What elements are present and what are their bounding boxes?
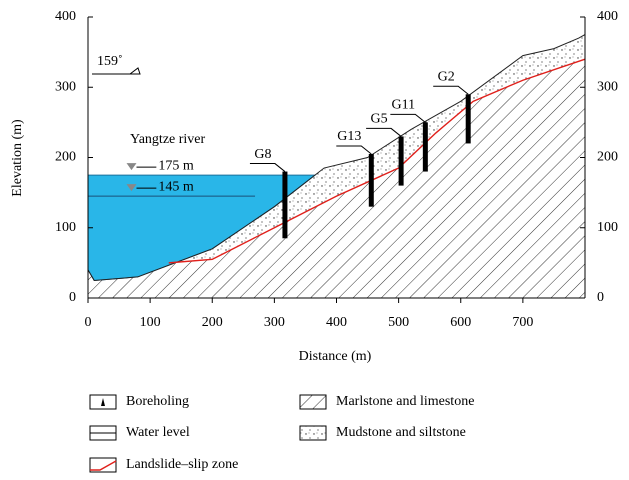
x-tick-label: 500 [388, 315, 409, 330]
y-tick-label: 0 [69, 290, 76, 305]
borehole [368, 153, 374, 207]
borehole-label: G11 [392, 98, 416, 113]
water-level-label: 145 m [158, 179, 194, 194]
direction-label: 159˚ [97, 54, 123, 69]
water-marker [126, 163, 137, 171]
borehole-leader [366, 127, 402, 137]
water-level-label: 175 m [158, 158, 194, 173]
x-tick-label: 200 [202, 315, 223, 330]
x-tick-label: 700 [512, 315, 533, 330]
borehole [465, 94, 471, 144]
borehole-leader [336, 145, 372, 155]
borehole-label: G2 [438, 69, 455, 84]
borehole [422, 122, 428, 172]
y2-tick-label: 0 [597, 290, 604, 305]
surface-line [87, 34, 586, 281]
y-tick-label: 300 [55, 79, 76, 94]
legend-icon [90, 460, 117, 471]
borehole-leader [390, 113, 426, 123]
y2-tick-label: 300 [597, 79, 618, 94]
legend-label: Boreholing [126, 394, 189, 409]
y-tick-label: 100 [55, 220, 76, 235]
legend-label: Mudstone and siltstone [336, 425, 466, 440]
y-tick-label: 200 [55, 150, 76, 165]
river-label: Yangtze river [130, 132, 206, 147]
borehole-leader [249, 163, 286, 172]
y2-tick-label: 200 [597, 150, 618, 165]
water-marker [126, 184, 137, 192]
x-tick-label: 300 [264, 315, 285, 330]
legend-icon [101, 398, 105, 406]
x-axis-label: Distance (m) [299, 349, 372, 364]
legend-box [299, 394, 327, 410]
legend-label: Marlstone and limestone [336, 394, 474, 409]
mudstone [168, 34, 585, 263]
borehole-leader [433, 85, 469, 95]
y2-tick-label: 400 [597, 9, 618, 24]
y2-tick-label: 100 [597, 220, 618, 235]
legend-box [299, 425, 327, 441]
legend-label: Water level [126, 425, 190, 440]
borehole [398, 136, 404, 186]
direction-arrow [92, 67, 141, 75]
borehole-label: G5 [371, 112, 388, 127]
x-tick-label: 600 [450, 315, 471, 330]
x-tick-label: 400 [326, 315, 347, 330]
x-tick-label: 0 [85, 315, 92, 330]
y-tick-label: 400 [55, 9, 76, 24]
bedrock [88, 59, 585, 299]
borehole-label: G8 [254, 147, 271, 162]
borehole-label: G13 [337, 129, 361, 144]
borehole [282, 171, 288, 239]
legend-label: Landslide–slip zone [126, 457, 238, 472]
x-tick-label: 100 [140, 315, 161, 330]
legend-box [89, 457, 117, 473]
y-axis-label: Elevation (m) [10, 119, 25, 197]
